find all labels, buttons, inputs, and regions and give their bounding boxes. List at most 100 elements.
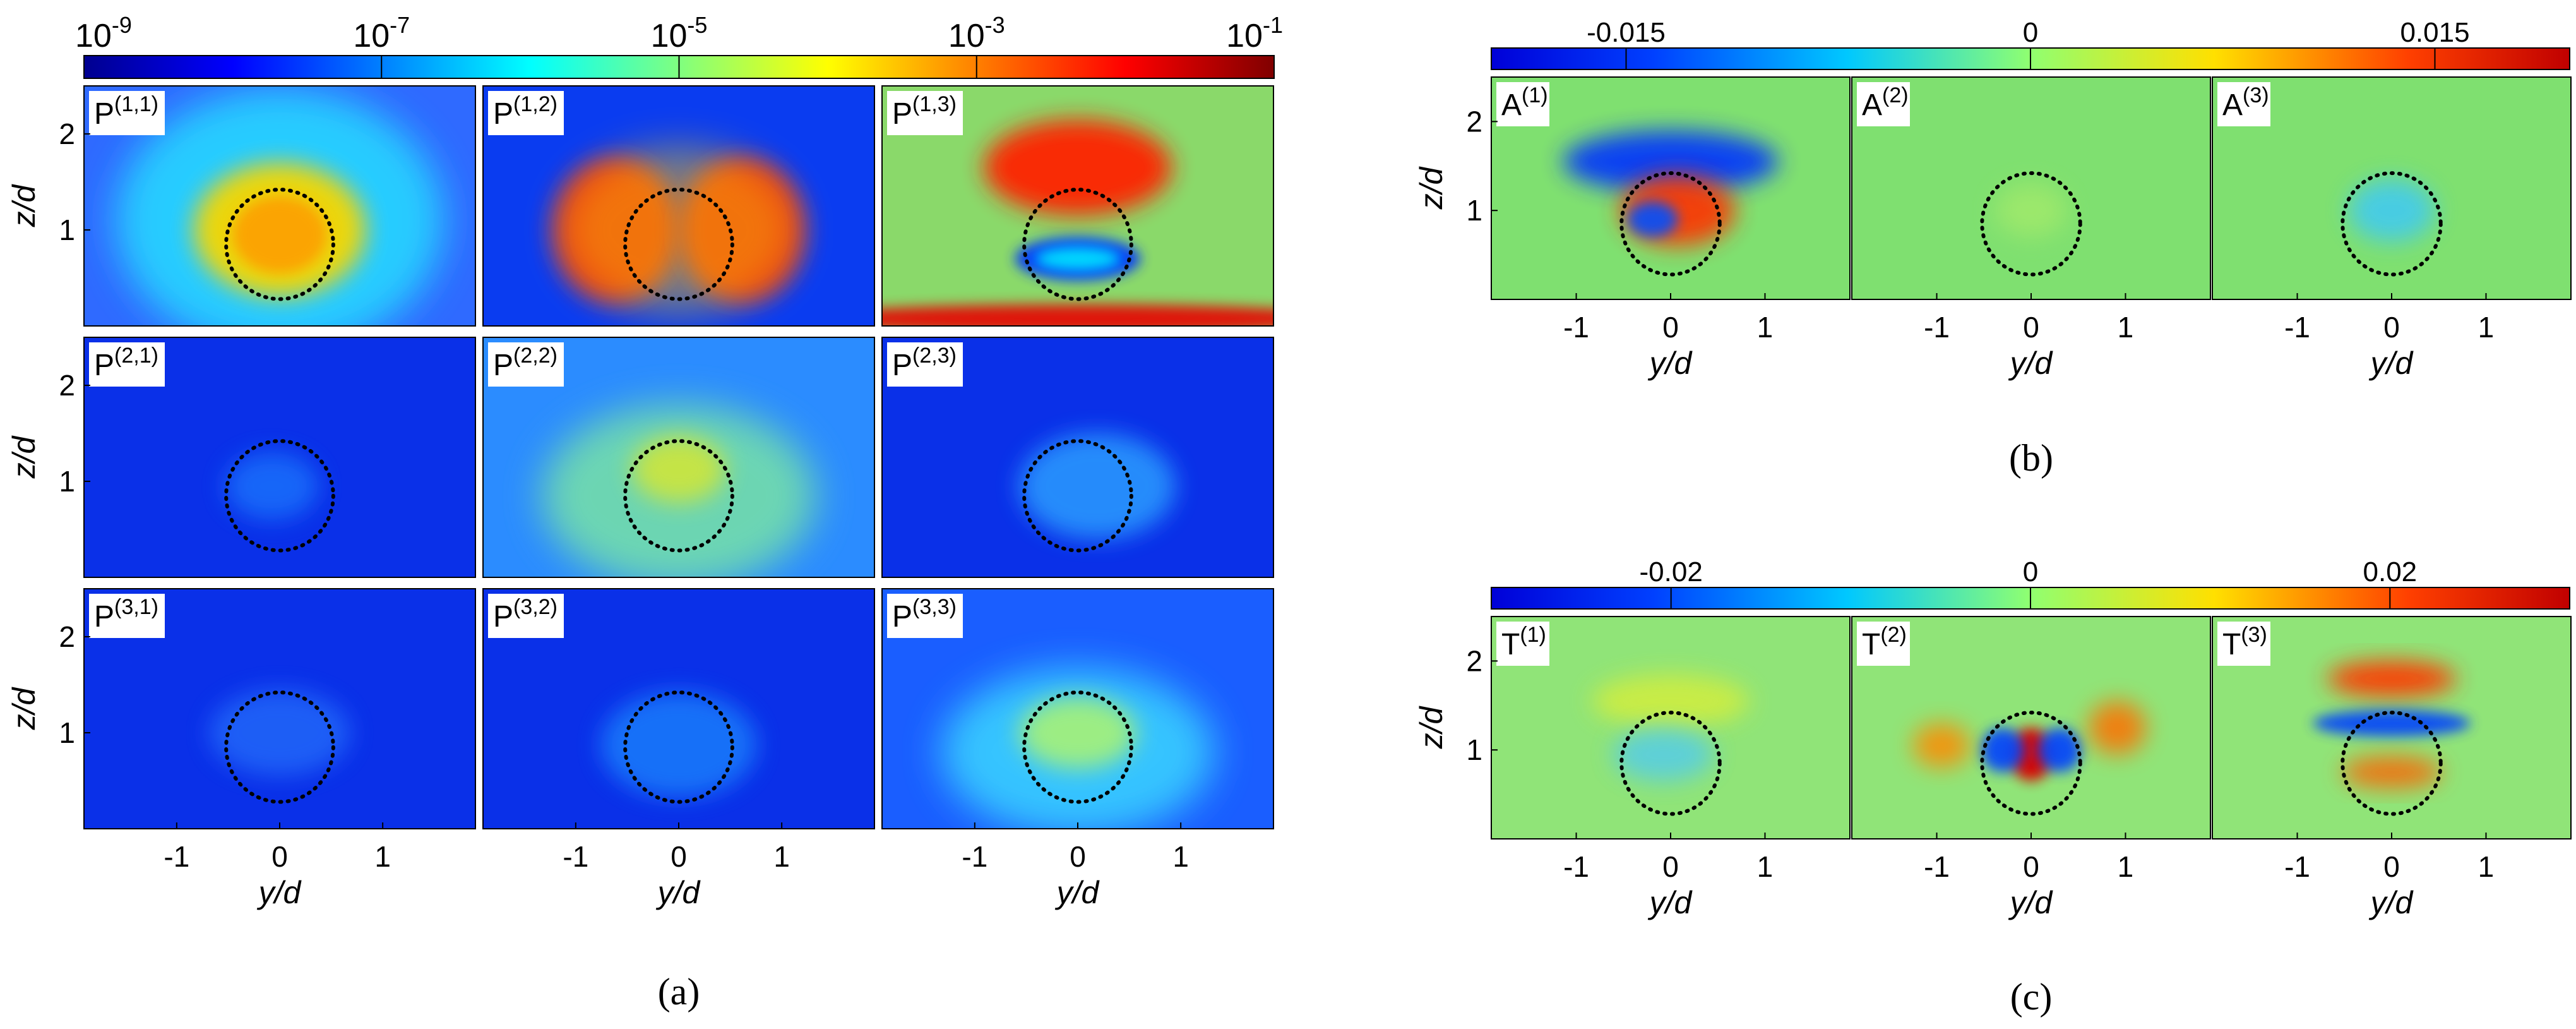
- field-feature: [2341, 756, 2442, 788]
- ytick-label-a: 2: [59, 620, 75, 653]
- panel-label: T(3): [2217, 622, 2270, 666]
- panel-label-box: [89, 342, 165, 387]
- ytick-label-c: 1: [1466, 733, 1482, 766]
- colorbar-tick-label-a-1: 10-7: [353, 12, 410, 54]
- colorbar-tick-label-a-4: 10-1: [1226, 12, 1283, 54]
- field-feature: [2088, 701, 2146, 755]
- ytick-label-b: 1: [1466, 194, 1482, 227]
- field-feature: [1563, 130, 1779, 193]
- panel-label-box: [1857, 82, 1910, 126]
- xtick-label-a: 0: [271, 840, 288, 873]
- panel-label-symbol: A: [1862, 88, 1882, 122]
- panel-label-superscript: (3): [2241, 623, 2267, 647]
- xlabel-a: y/d: [257, 875, 302, 910]
- panel-label-symbol: P: [493, 97, 513, 131]
- panel-frame: [482, 85, 875, 327]
- jet-exit-circle: [1980, 711, 2082, 816]
- panel-label: P(2,3): [887, 342, 963, 387]
- field-feature: [1627, 202, 1678, 238]
- panel-label-box: [887, 594, 963, 638]
- jet-exit-circle: [1022, 439, 1133, 553]
- panel-label-superscript: (3,1): [114, 595, 158, 619]
- ytick-label-b: 2: [1466, 105, 1482, 138]
- field-feature: [232, 196, 327, 274]
- panel-a-2: P(1,3): [881, 85, 1274, 327]
- xtick-label-b: -1: [1924, 311, 1950, 344]
- panel-label: A(1): [1496, 82, 1549, 126]
- panel-label-box: [2217, 622, 2270, 666]
- panel-b-2: A(3): [2212, 76, 2572, 300]
- panel-field: [882, 86, 1273, 326]
- colorbar-tick-exp: -5: [687, 12, 707, 38]
- panel-label-symbol: A: [2222, 88, 2243, 122]
- field-feature: [225, 452, 319, 520]
- field-feature: [1912, 723, 1971, 768]
- panel-label-box: [488, 594, 564, 638]
- xtick-label-b: 0: [2383, 311, 2400, 344]
- colorbar-tick-label-a-0: 10-9: [75, 12, 132, 54]
- panel-label-superscript: (1,1): [114, 92, 158, 116]
- panel-label-box: [1496, 622, 1549, 666]
- xtick-label-c: -1: [1924, 850, 1950, 883]
- colorbar-tick-label-c-0: -0.02: [1640, 557, 1703, 587]
- xlabel-b: y/d: [2008, 346, 2054, 381]
- field-feature: [209, 689, 350, 776]
- xtick-label-b: -1: [1563, 311, 1589, 344]
- panel-label-text: P(2,2): [493, 344, 558, 382]
- jet-exit-circle: [224, 188, 335, 301]
- colorbar-tick-exp: -1: [1263, 12, 1283, 38]
- ytick-label-a: 2: [59, 117, 75, 150]
- panel-label-superscript: (1,2): [513, 92, 558, 116]
- panel-label-box: [89, 91, 165, 135]
- xtick-label-b: 1: [2118, 311, 2134, 344]
- ytick-label-a: 2: [59, 369, 75, 402]
- panel-label-box: [887, 91, 963, 135]
- colorbar-tick-label-b-0: -0.015: [1587, 17, 1666, 48]
- panel-label-text: A(2): [1862, 83, 1909, 122]
- panel-label-superscript: (3,3): [912, 595, 957, 619]
- panel-a-8: P(3,3): [881, 588, 1274, 829]
- panel-label: P(1,2): [488, 91, 564, 135]
- caption-b: (b): [2009, 437, 2053, 479]
- panel-label-superscript: (1,3): [912, 92, 957, 116]
- panel-label: P(1,3): [887, 91, 963, 135]
- axes: 2 1 z/d 2 1 z/d 2 1 z/d -1 0 1 y/d -1 0 1 y/d -1 0 1 y/d 2 1 z/…: [6, 105, 2494, 920]
- panel-b-0: A(1): [1491, 76, 1851, 300]
- panel-a-6: P(3,1): [83, 588, 476, 829]
- panel-label-symbol: P: [493, 349, 513, 382]
- panel-field: [2212, 77, 2571, 299]
- xtick-label-b: -1: [2284, 311, 2310, 344]
- panel-label-box: [2217, 82, 2270, 126]
- colorbar-tick-base: 10: [1226, 18, 1263, 54]
- colorbar-tick-base: 10: [651, 18, 688, 54]
- field-feature: [2313, 709, 2471, 737]
- panel-label-superscript: (2): [1882, 83, 1909, 107]
- panel-label-text: T(3): [2222, 623, 2267, 661]
- xtick-label-b: 1: [2478, 311, 2495, 344]
- jet-exit-circle: [623, 690, 734, 804]
- panel-label-symbol: T: [2222, 628, 2241, 661]
- xtick-label-c: -1: [1563, 850, 1589, 883]
- caption-c: (c): [2010, 976, 2053, 1018]
- panel-label-symbol: P: [94, 97, 114, 131]
- jet-exit-circle: [623, 188, 734, 301]
- panel-b-1: A(2): [1851, 76, 2211, 300]
- xtick-label-b: 0: [2023, 311, 2039, 344]
- xtick-label-a: -1: [164, 840, 189, 873]
- colorbar-tick-label-b-2: 0.015: [2400, 17, 2469, 48]
- panel-label: P(3,2): [488, 594, 564, 638]
- panel-frame: [881, 85, 1274, 327]
- xlabel-c: y/d: [2369, 885, 2414, 920]
- xtick-label-a: -1: [962, 840, 987, 873]
- xlabel-c: y/d: [2008, 885, 2054, 920]
- ylabel-b: z/d: [1414, 165, 1449, 210]
- panel-label-symbol: T: [1862, 628, 1880, 661]
- panel-label-superscript: (2,2): [513, 344, 558, 368]
- ytick-label-a: 1: [59, 214, 75, 246]
- jet-exit-circle: [1980, 171, 2082, 277]
- field-feature: [1034, 246, 1121, 271]
- panel-label-superscript: (3,2): [513, 595, 558, 619]
- field-feature: [561, 146, 796, 314]
- panel-frame: [881, 337, 1274, 578]
- ylabel-c: z/d: [1414, 705, 1449, 749]
